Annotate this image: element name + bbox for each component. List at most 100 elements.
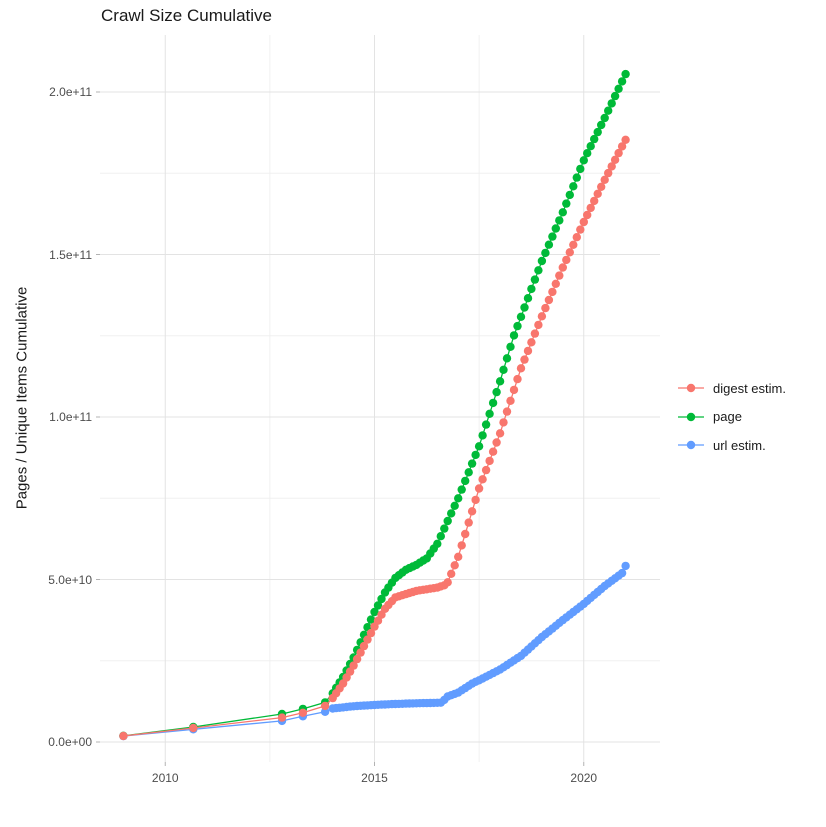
data-point bbox=[590, 134, 599, 144]
data-point bbox=[363, 635, 372, 644]
data-point bbox=[359, 641, 369, 651]
legend-key-page-icon bbox=[678, 412, 704, 421]
data-point bbox=[298, 708, 308, 717]
data-point bbox=[586, 142, 595, 151]
data-point bbox=[548, 287, 557, 297]
data-point bbox=[569, 240, 578, 249]
data-point bbox=[509, 331, 519, 340]
data-point bbox=[572, 233, 581, 242]
data-point bbox=[537, 312, 547, 321]
data-point bbox=[366, 628, 376, 638]
series-digest-estim bbox=[119, 135, 630, 741]
data-point bbox=[277, 713, 287, 722]
data-point bbox=[548, 232, 557, 241]
data-point bbox=[610, 91, 620, 101]
data-point bbox=[457, 485, 466, 494]
data-point bbox=[478, 431, 487, 440]
data-point bbox=[530, 275, 540, 284]
data-point bbox=[541, 303, 550, 313]
data-point bbox=[530, 329, 540, 338]
data-point bbox=[495, 429, 505, 438]
legend-key-dot bbox=[686, 383, 696, 393]
data-point bbox=[586, 203, 595, 213]
data-point bbox=[520, 303, 529, 312]
data-point bbox=[597, 182, 606, 191]
y-tick-label: 2.0e+11 bbox=[49, 85, 92, 99]
data-point bbox=[614, 84, 623, 93]
data-point bbox=[467, 507, 477, 516]
legend: digest estim. page url estim. bbox=[678, 378, 786, 464]
legend-entry-url-estim: url estim. bbox=[678, 435, 786, 455]
data-point bbox=[617, 142, 627, 151]
data-point bbox=[450, 501, 459, 510]
data-point bbox=[520, 355, 529, 364]
data-point bbox=[474, 442, 484, 451]
data-point bbox=[551, 279, 560, 288]
y-tick-label: 1.5e+11 bbox=[49, 247, 92, 262]
legend-label: page bbox=[713, 409, 742, 424]
data-point bbox=[572, 173, 581, 182]
legend-key-dot bbox=[686, 412, 696, 421]
data-point bbox=[481, 465, 491, 475]
data-point bbox=[534, 320, 543, 330]
data-point bbox=[576, 225, 585, 234]
data-point bbox=[579, 156, 588, 165]
data-point bbox=[189, 723, 198, 733]
data-point bbox=[600, 113, 609, 123]
legend-label: url estim. bbox=[713, 437, 766, 453]
legend-key-digest-icon bbox=[678, 383, 704, 393]
plot-panel bbox=[96, 35, 660, 766]
data-point bbox=[481, 420, 491, 429]
data-point bbox=[509, 385, 519, 395]
data-point bbox=[604, 106, 613, 115]
data-point bbox=[565, 248, 574, 257]
data-point bbox=[590, 196, 599, 206]
data-point bbox=[492, 438, 501, 447]
data-point bbox=[478, 475, 487, 484]
data-point bbox=[352, 654, 362, 664]
data-point bbox=[461, 476, 470, 486]
data-point bbox=[488, 447, 498, 456]
data-point bbox=[447, 569, 456, 578]
y-tick-label: 0.0e+00 bbox=[48, 735, 92, 749]
data-point bbox=[555, 271, 564, 280]
y-tick-label: 1.0e+11 bbox=[49, 410, 92, 424]
data-point bbox=[614, 148, 623, 158]
data-point bbox=[558, 208, 567, 217]
data-point bbox=[366, 615, 376, 624]
data-point bbox=[485, 409, 494, 418]
data-point bbox=[492, 387, 501, 397]
data-point bbox=[454, 552, 463, 561]
data-point bbox=[436, 532, 445, 541]
chart-title: Crawl Size Cumulative bbox=[101, 6, 272, 25]
data-point bbox=[600, 175, 609, 184]
data-point bbox=[464, 518, 473, 527]
data-point bbox=[513, 374, 522, 384]
data-point bbox=[569, 182, 578, 191]
data-point bbox=[499, 418, 508, 427]
data-point bbox=[576, 164, 585, 174]
data-point bbox=[604, 168, 613, 178]
data-point bbox=[349, 661, 358, 670]
data-point bbox=[443, 578, 452, 587]
x-tick-label: 2020 bbox=[570, 771, 598, 785]
data-point bbox=[516, 312, 526, 321]
data-point bbox=[527, 338, 536, 347]
legend-key-dot bbox=[686, 440, 696, 450]
legend-entry-page: page bbox=[678, 407, 786, 427]
y-tick-label: 5.0e+10 bbox=[48, 572, 92, 587]
data-point bbox=[621, 135, 630, 144]
data-point bbox=[506, 396, 515, 405]
data-point bbox=[499, 365, 508, 374]
data-point bbox=[597, 120, 606, 130]
data-point bbox=[621, 561, 630, 571]
data-point bbox=[579, 217, 588, 227]
data-point bbox=[544, 240, 554, 249]
data-point bbox=[565, 190, 574, 200]
data-point bbox=[610, 155, 620, 164]
data-point bbox=[356, 648, 365, 657]
x-tick-label: 2015 bbox=[361, 771, 388, 785]
data-point bbox=[534, 266, 543, 275]
data-point bbox=[464, 468, 473, 477]
